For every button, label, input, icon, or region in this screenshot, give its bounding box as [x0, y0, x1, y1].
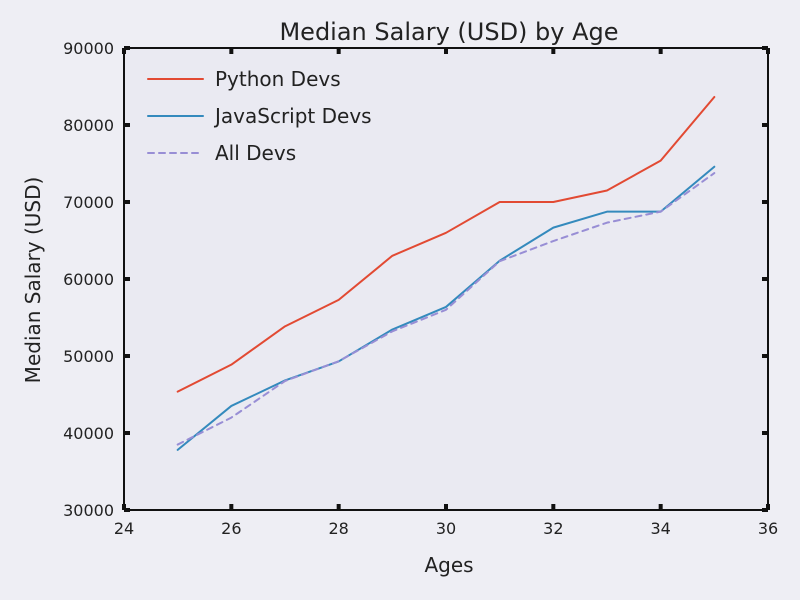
- y-tick-label-3: 50000: [63, 347, 114, 366]
- x-tick-label-4: 30: [436, 519, 456, 538]
- axis-layer: 24 26 28 30 32 34 36 30000 40000 50000 60000 70000 8…: [63, 39, 778, 538]
- series-line-1: [176, 95, 716, 393]
- series-line-3: [176, 172, 716, 446]
- series-line-2: [176, 165, 716, 451]
- series-layer: [176, 95, 716, 451]
- y-tick-label-6: 80000: [63, 116, 114, 135]
- x-tick-label-2: 26: [221, 519, 241, 538]
- legend-label-2: JavaScript Devs: [213, 104, 372, 128]
- x-tick-label-1: 24: [114, 519, 134, 538]
- y-tick-label-7: 90000: [63, 39, 114, 58]
- legend-label-3: All Devs: [215, 141, 296, 165]
- x-axis-label: Ages: [424, 553, 473, 577]
- y-axis-label: Median Salary (USD): [21, 177, 45, 384]
- y-tick-label-2: 40000: [63, 424, 114, 443]
- plot-area: [124, 48, 768, 510]
- chart-title: Median Salary (USD) by Age: [279, 18, 618, 46]
- x-tick-label-7: 36: [758, 519, 778, 538]
- y-tick-label-5: 70000: [63, 193, 114, 212]
- x-tick-label-3: 28: [328, 519, 348, 538]
- x-tick-label-5: 32: [543, 519, 563, 538]
- legend-label-1: Python Devs: [215, 67, 341, 91]
- y-tick-label-4: 60000: [63, 270, 114, 289]
- x-tick-label-6: 34: [650, 519, 670, 538]
- y-tick-label-1: 30000: [63, 501, 114, 520]
- legend: Python Devs JavaScript Devs All Devs: [147, 67, 372, 165]
